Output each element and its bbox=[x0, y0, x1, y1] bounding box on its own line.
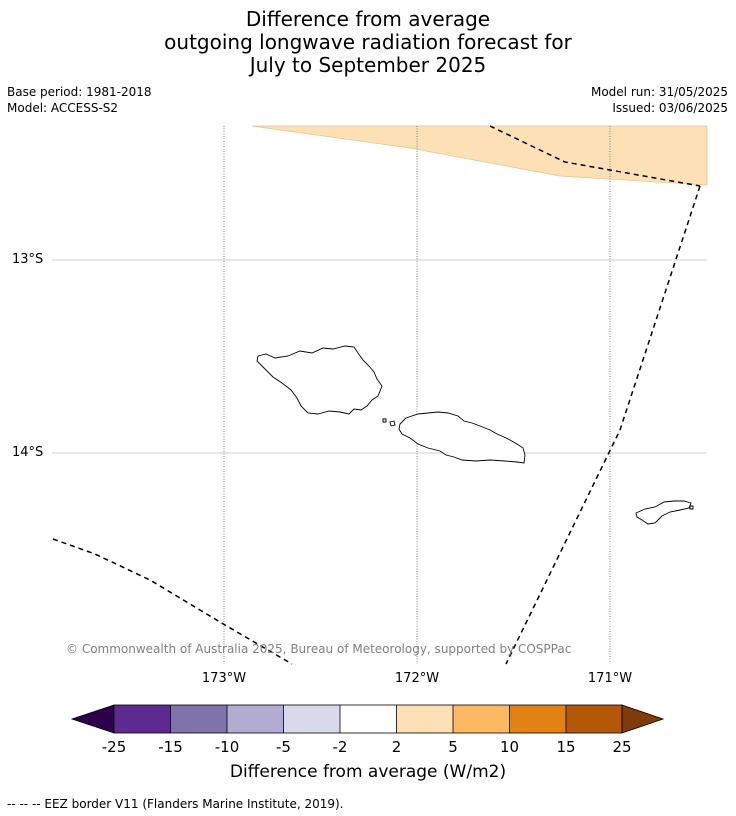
colorbar-tick: -5 bbox=[276, 738, 291, 756]
colorbar-tick: -15 bbox=[158, 738, 183, 756]
colorbar-extend-high bbox=[621, 704, 665, 734]
island-savaii bbox=[256, 345, 383, 415]
island-aunuu bbox=[689, 505, 694, 510]
eez-border-east bbox=[505, 185, 701, 665]
latitude-gridlines bbox=[52, 259, 707, 454]
chart-title: Difference from average outgoing longwav… bbox=[0, 8, 736, 77]
colorbar-dividers bbox=[170, 705, 567, 733]
colorbar-segment bbox=[340, 705, 397, 733]
meta-left: Base period: 1981-2018 Model: ACCESS-S2 bbox=[7, 84, 152, 116]
colorbar-tick: -10 bbox=[214, 738, 240, 756]
copyright-credit: © Commonwealth of Australia 2025, Bureau… bbox=[66, 642, 572, 656]
colorbar-tick: 10 bbox=[499, 738, 520, 756]
lon-label-171w: 171°W bbox=[587, 671, 633, 686]
colorbar-segment bbox=[509, 705, 566, 733]
title-line-3: July to September 2025 bbox=[249, 53, 487, 77]
island-upolu bbox=[398, 411, 526, 464]
lon-label-172w: 172°W bbox=[394, 671, 440, 686]
coastlines bbox=[256, 345, 694, 525]
colorbar-segment bbox=[170, 705, 227, 733]
colorbar-segment bbox=[396, 705, 453, 733]
lat-label-13s: 13°S bbox=[12, 252, 44, 267]
anomaly-fill-region bbox=[251, 125, 708, 186]
colorbar-outline bbox=[113, 704, 623, 734]
island-manono bbox=[382, 418, 387, 423]
longitude-gridlines bbox=[223, 126, 611, 664]
colorbar-segment bbox=[114, 705, 171, 733]
issued-date: Issued: 03/06/2025 bbox=[612, 101, 728, 115]
colorbar-segment bbox=[566, 705, 622, 733]
island-apolima bbox=[389, 420, 396, 427]
colorbar-tick: 2 bbox=[391, 738, 402, 756]
title-line-1: Difference from average bbox=[245, 7, 491, 31]
colorbar-title: Difference from average (W/m2) bbox=[229, 762, 507, 782]
island-tutuila bbox=[635, 500, 692, 525]
eez-border bbox=[52, 125, 701, 665]
colorbar bbox=[70, 704, 665, 734]
colorbar-segment bbox=[227, 705, 284, 733]
colorbar-segment bbox=[453, 705, 510, 733]
lon-label-173w: 173°W bbox=[201, 671, 247, 686]
eez-footnote: -- -- -- EEZ border V11 (Flanders Marine… bbox=[7, 797, 344, 811]
colorbar-tick: 5 bbox=[448, 738, 458, 756]
colorbar-tick: -2 bbox=[332, 738, 348, 756]
eez-border-southwest bbox=[52, 538, 293, 665]
lat-label-14s: 14°S bbox=[12, 445, 44, 460]
model-run: Model run: 31/05/2025 bbox=[590, 85, 728, 99]
meta-right: Model run: 31/05/2025 Issued: 03/06/2025 bbox=[591, 84, 728, 116]
base-period: Base period: 1981-2018 bbox=[7, 85, 152, 99]
title-line-2: outgoing longwave radiation forecast for bbox=[164, 30, 572, 54]
colorbar-tick: 25 bbox=[612, 738, 632, 756]
colorbar-tick: -25 bbox=[101, 738, 127, 756]
colorbar-tick: 15 bbox=[556, 738, 576, 756]
eez-border-north bbox=[489, 125, 701, 187]
colorbar-extend-low bbox=[70, 704, 115, 734]
model-name: Model: ACCESS-S2 bbox=[7, 101, 119, 115]
colorbar-segment bbox=[283, 705, 340, 733]
